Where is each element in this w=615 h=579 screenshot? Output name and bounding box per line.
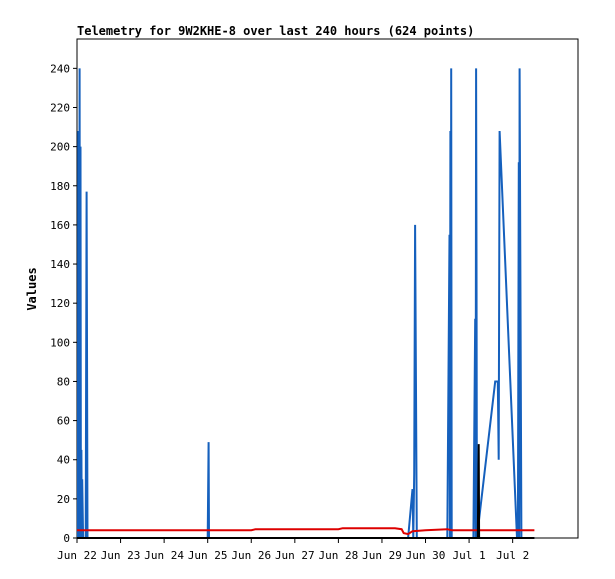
x-tick-label: Jun 25: [188, 549, 228, 562]
series-layer: [76, 68, 535, 539]
y-tick-label: 220: [50, 101, 70, 114]
y-tick-label: 80: [57, 375, 70, 388]
y-tick-label: 240: [50, 62, 70, 75]
y-tick-label: 0: [63, 532, 70, 545]
x-tick-label: Jun 23: [101, 549, 141, 562]
x-tick-label: Jul 1: [453, 549, 486, 562]
series-line-red: [77, 527, 535, 536]
y-axis-ticks: 0 20 40 60 80 100 120 140 160 180 200 220 240: [50, 62, 77, 545]
y-tick-label: 160: [50, 219, 70, 232]
y-tick-label: 200: [50, 141, 70, 154]
y-axis-label: Values: [25, 267, 39, 310]
y-tick-label: 180: [50, 180, 70, 193]
x-tick-label: Jun 30: [406, 549, 446, 562]
x-axis-ticks: Jun 22 Jun 23 Jun 24 Jun 25 Jun 26 Jun 27 Jun …: [57, 538, 529, 562]
y-tick-label: 100: [50, 336, 70, 349]
x-tick-label: Jul 2: [496, 549, 529, 562]
y-tick-label: 60: [57, 415, 70, 428]
x-tick-label: Jun 27: [275, 549, 315, 562]
x-tick-label: Jun 22: [57, 549, 97, 562]
y-tick-label: 20: [57, 493, 70, 506]
x-tick-label: Jun 29: [362, 549, 402, 562]
series-line-black: [77, 444, 535, 539]
y-tick-label: 40: [57, 454, 70, 467]
plot-frame: [76, 38, 579, 539]
x-tick-label: Jun 28: [319, 549, 359, 562]
x-tick-label: Jun 26: [231, 549, 271, 562]
x-tick-label: Jun 24: [144, 549, 184, 562]
chart-title: Telemetry for 9W2KHE-8 over last 240 hou…: [77, 24, 474, 38]
y-tick-label: 140: [50, 258, 70, 271]
series-line-blue: [76, 68, 535, 539]
y-tick-label: 120: [50, 297, 70, 310]
